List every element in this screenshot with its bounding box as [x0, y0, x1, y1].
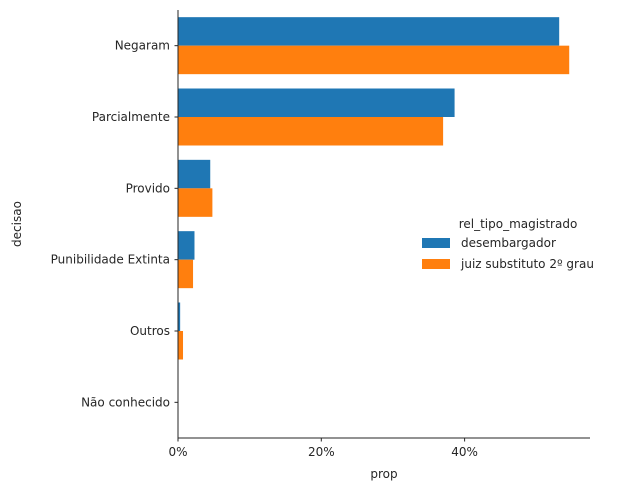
bar-outros-desembargador	[178, 302, 181, 331]
legend: rel_tipo_magistrado desembargador juiz su…	[422, 217, 594, 271]
y-tick-label-negaram: Negaram	[115, 39, 170, 53]
y-tick-label-outros: Outros	[130, 324, 170, 338]
x-tick-label: 40%	[451, 445, 478, 459]
legend-title: rel_tipo_magistrado	[459, 217, 578, 231]
x-axis-label: prop	[370, 467, 397, 481]
y-tick-label-parcialmente: Parcialmente	[92, 110, 170, 124]
legend-swatch-juiz-substituto-2-grau	[422, 259, 450, 269]
bar-outros-juiz-substituto-2-grau	[178, 331, 184, 360]
legend-label-desembargador: desembargador	[461, 236, 556, 250]
bar-parcialmente-desembargador	[178, 88, 455, 117]
legend-label-juiz-substituto-2-grau: juiz substituto 2º grau	[460, 257, 594, 271]
bar-punibilidade-extinta-juiz-substituto-2-grau	[178, 259, 194, 289]
bar-provido-juiz-substituto-2-grau	[178, 188, 213, 217]
bar-negaram-juiz-substituto-2-grau	[178, 45, 570, 75]
bar-punibilidade-extinta-desembargador	[178, 231, 195, 260]
y-axis-label: decisao	[10, 201, 24, 247]
y-tick-label-nao-conhecido: Não conhecido	[81, 395, 170, 409]
y-ticks: Negaram Parcialmente Provido Punibilidade E…	[51, 39, 178, 409]
bars-group	[178, 17, 570, 360]
x-tick-label: 20%	[308, 445, 335, 459]
x-tick-label: 0%	[168, 445, 187, 459]
y-tick-label-punibilidade-extinta: Punibilidade Extinta	[51, 253, 170, 267]
y-tick-label-provido: Provido	[126, 181, 170, 195]
bar-provido-desembargador	[178, 159, 211, 189]
x-ticks: 0% 20% 40%	[168, 438, 478, 459]
legend-swatch-desembargador	[422, 238, 450, 248]
bar-parcialmente-juiz-substituto-2-grau	[178, 117, 444, 146]
bar-negaram-desembargador	[178, 17, 560, 46]
